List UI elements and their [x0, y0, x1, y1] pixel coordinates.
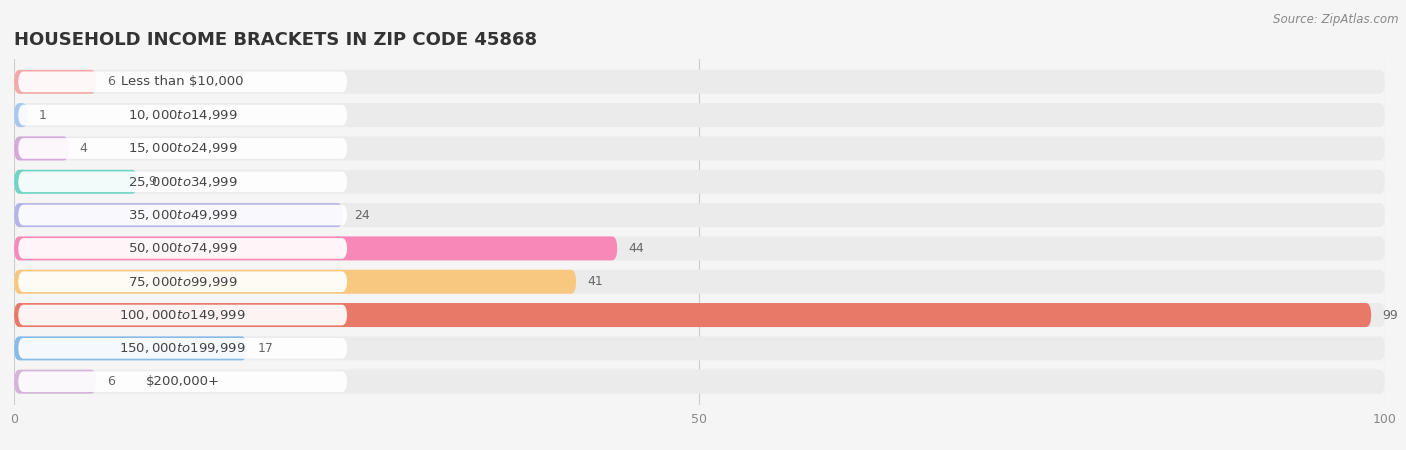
FancyBboxPatch shape: [18, 205, 347, 225]
Text: 44: 44: [628, 242, 644, 255]
FancyBboxPatch shape: [18, 305, 347, 325]
Text: HOUSEHOLD INCOME BRACKETS IN ZIP CODE 45868: HOUSEHOLD INCOME BRACKETS IN ZIP CODE 45…: [14, 31, 537, 49]
FancyBboxPatch shape: [18, 138, 347, 159]
Text: Less than $10,000: Less than $10,000: [121, 75, 243, 88]
FancyBboxPatch shape: [18, 105, 347, 126]
FancyBboxPatch shape: [14, 203, 343, 227]
Text: $100,000 to $149,999: $100,000 to $149,999: [120, 308, 246, 322]
FancyBboxPatch shape: [14, 270, 576, 294]
Text: $200,000+: $200,000+: [146, 375, 219, 388]
Text: $35,000 to $49,999: $35,000 to $49,999: [128, 208, 238, 222]
FancyBboxPatch shape: [14, 303, 1385, 327]
FancyBboxPatch shape: [14, 370, 96, 394]
FancyBboxPatch shape: [18, 271, 347, 292]
Text: 9: 9: [149, 175, 156, 188]
Text: 1: 1: [39, 108, 46, 122]
FancyBboxPatch shape: [14, 336, 1385, 360]
Text: $50,000 to $74,999: $50,000 to $74,999: [128, 241, 238, 256]
FancyBboxPatch shape: [14, 203, 1385, 227]
Text: 99: 99: [1382, 309, 1398, 322]
Text: $150,000 to $199,999: $150,000 to $199,999: [120, 342, 246, 356]
Text: $75,000 to $99,999: $75,000 to $99,999: [128, 275, 238, 289]
FancyBboxPatch shape: [14, 170, 138, 194]
FancyBboxPatch shape: [14, 236, 617, 261]
FancyBboxPatch shape: [14, 170, 1385, 194]
Text: 41: 41: [588, 275, 603, 288]
Text: Source: ZipAtlas.com: Source: ZipAtlas.com: [1274, 14, 1399, 27]
FancyBboxPatch shape: [18, 72, 347, 92]
FancyBboxPatch shape: [14, 303, 1371, 327]
FancyBboxPatch shape: [18, 371, 347, 392]
Text: 6: 6: [107, 375, 115, 388]
FancyBboxPatch shape: [14, 136, 1385, 161]
FancyBboxPatch shape: [14, 370, 1385, 394]
FancyBboxPatch shape: [14, 103, 28, 127]
FancyBboxPatch shape: [18, 238, 347, 259]
Text: 17: 17: [259, 342, 274, 355]
FancyBboxPatch shape: [14, 103, 1385, 127]
Text: $10,000 to $14,999: $10,000 to $14,999: [128, 108, 238, 122]
FancyBboxPatch shape: [18, 338, 347, 359]
Text: $25,000 to $34,999: $25,000 to $34,999: [128, 175, 238, 189]
FancyBboxPatch shape: [14, 270, 1385, 294]
Text: $15,000 to $24,999: $15,000 to $24,999: [128, 141, 238, 155]
Text: 24: 24: [354, 209, 370, 221]
FancyBboxPatch shape: [14, 336, 247, 360]
FancyBboxPatch shape: [14, 70, 96, 94]
FancyBboxPatch shape: [18, 171, 347, 192]
FancyBboxPatch shape: [14, 70, 1385, 94]
Text: 4: 4: [80, 142, 87, 155]
Text: 6: 6: [107, 75, 115, 88]
FancyBboxPatch shape: [14, 136, 69, 161]
FancyBboxPatch shape: [14, 236, 1385, 261]
